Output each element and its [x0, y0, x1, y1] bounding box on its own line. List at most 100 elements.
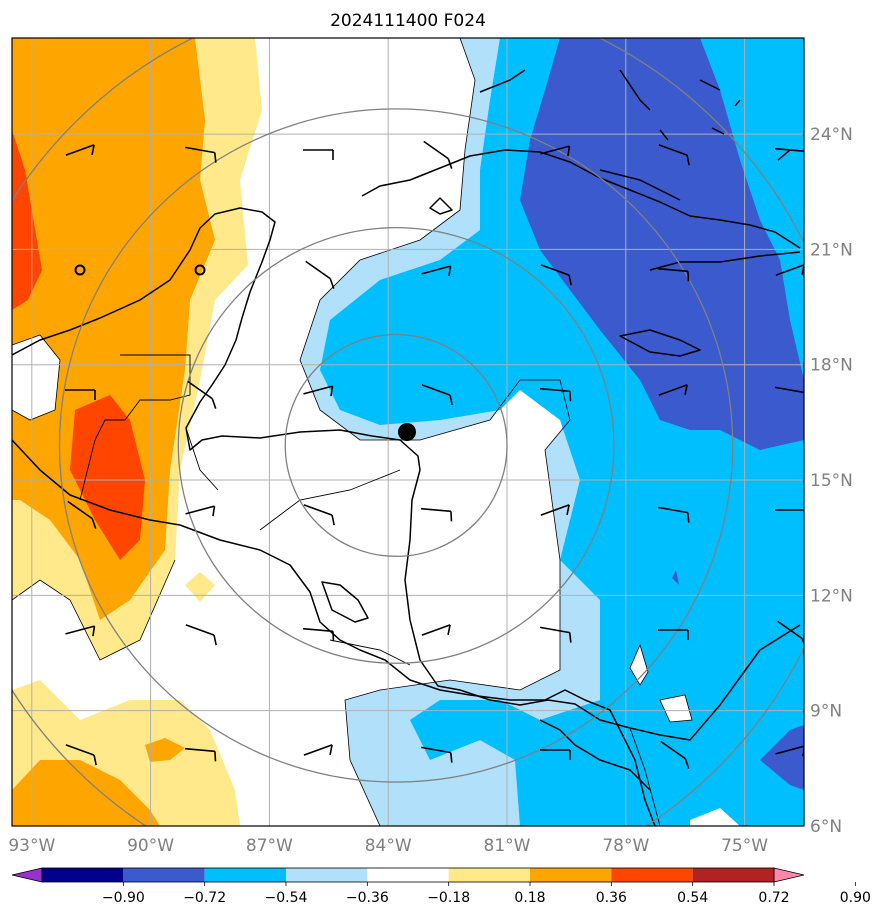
coastline-jamaica — [619, 329, 701, 357]
wind-barb — [421, 384, 453, 406]
wind-barb — [660, 740, 690, 769]
map-frame — [11, 37, 805, 827]
wind-barb — [540, 264, 572, 286]
wind-barb — [303, 744, 333, 756]
range-rings — [12, 38, 804, 826]
wind-barb — [658, 384, 688, 396]
colorbar-swatch — [286, 868, 368, 882]
colorbar-tick-label: −0.72 — [183, 890, 226, 906]
wind-barb — [194, 264, 206, 276]
coastline-nicaragua-lake — [321, 581, 369, 623]
latitude-tick-label: 9°N — [810, 702, 842, 722]
graticule — [12, 38, 804, 826]
colorbar-swatch — [530, 868, 612, 882]
wind-barb — [65, 744, 97, 766]
coastline-bahamas — [599, 69, 791, 201]
latitude-tick-label: 24°N — [810, 125, 853, 145]
wind-barb — [65, 389, 96, 400]
wind-barb — [421, 624, 451, 636]
contour-line — [629, 643, 649, 686]
longitude-labels: 93°W 90°W 87°W 84°W 81°W 78°W 75°W — [8, 836, 768, 856]
coastline-cuba — [361, 149, 801, 249]
wind-barb — [65, 144, 95, 156]
storm-center-marker[interactable] — [398, 423, 416, 441]
wind-barb — [540, 504, 570, 516]
border-mexico-guatemala — [79, 354, 191, 501]
neutral-pocket-southeast — [690, 808, 740, 826]
latitude-tick-label: 6°N — [810, 817, 842, 837]
wind-barb — [540, 749, 571, 760]
colorbar-tick-label: −0.18 — [427, 890, 470, 906]
contour-fill-neg0.54-speck — [672, 570, 679, 585]
contour-fill-0.54-coast — [12, 130, 42, 310]
colorbar-swatch — [123, 868, 205, 882]
border-honduras-nicaragua — [259, 469, 401, 531]
wind-barb — [774, 147, 804, 153]
border-guatemala-honduras — [185, 427, 219, 491]
longitude-tick-label: 81°W — [484, 836, 531, 856]
contour-line — [659, 694, 693, 723]
contour-lines — [12, 38, 693, 826]
neutral-pocket-panama — [660, 695, 692, 722]
longitude-tick-label: 84°W — [365, 836, 412, 856]
colorbar-tick-label: −0.90 — [102, 890, 145, 906]
neutral-pocket — [12, 335, 60, 420]
wind-barb — [540, 145, 571, 157]
wind-barb — [421, 265, 452, 277]
wind-barb — [658, 144, 690, 166]
country-borders — [79, 354, 661, 826]
contour-fill-0.36-small — [145, 738, 185, 762]
wind-barb — [184, 747, 217, 762]
wind-barb — [539, 387, 572, 402]
coastline-cuba-south — [429, 197, 453, 215]
wind-barb — [302, 627, 335, 642]
wind-barb — [775, 386, 804, 394]
colorbar-tick-label: 0.18 — [514, 890, 545, 906]
wind-barb — [67, 500, 97, 529]
latitude-tick-label: 21°N — [810, 240, 853, 260]
wind-barb — [421, 746, 453, 763]
wind-barb — [65, 625, 96, 637]
contour-fill-neg0.54 — [520, 38, 804, 450]
colorbar: −0.90 −0.72 −0.54 −0.36 −0.18 0.18 0.36 0.54 0.7… — [11, 867, 871, 906]
range-ring — [58, 108, 734, 783]
wind-barb — [185, 505, 216, 517]
range-ring — [284, 333, 508, 557]
wind-barb — [657, 267, 690, 282]
colorbar-tick-label: 0.90 — [840, 890, 871, 906]
wind-barb — [540, 626, 572, 643]
colorbar-tick-label: 0.36 — [596, 890, 627, 906]
wind-barb — [74, 264, 86, 276]
colorbar-extend-low — [11, 867, 43, 883]
wind-barb — [658, 506, 690, 523]
wind-barb — [187, 380, 217, 409]
contour-fill-0.18-blob — [185, 572, 215, 602]
contour-fill-neg0.54-south — [760, 725, 804, 790]
colorbar-swatch — [367, 868, 449, 882]
coastline-florida-keys — [479, 69, 526, 93]
colorbar-swatch — [448, 868, 530, 882]
positive-anomaly-fields — [12, 38, 262, 826]
wind-barb — [303, 504, 335, 526]
colorbar-frame — [41, 867, 775, 883]
wind-barb — [777, 620, 804, 647]
map-area — [12, 38, 804, 826]
wind-barb — [420, 507, 453, 522]
figure-title: 2024111400 F024 — [330, 11, 486, 31]
colorbar-swatch — [204, 868, 286, 882]
colorbar-tick-label: 0.72 — [758, 890, 789, 906]
longitude-tick-label: 75°W — [721, 836, 768, 856]
longitude-tick-label: 90°W — [127, 836, 174, 856]
colorbar-swatch — [692, 868, 774, 882]
contour-line — [12, 559, 176, 661]
contour-fill-0.54-inland — [70, 395, 145, 560]
colorbar-swatch — [42, 868, 124, 882]
wind-barb — [303, 149, 334, 160]
contour-line — [12, 334, 61, 421]
latitude-tick-label: 18°N — [810, 356, 853, 376]
coastline-gulf-mexico — [12, 207, 421, 471]
latitude-tick-label: 12°N — [810, 586, 853, 606]
colorbar-extend-high — [773, 867, 805, 883]
latitude-labels: 24°N 21°N 18°N 15°N 12°N 9°N 6°N — [810, 125, 853, 837]
